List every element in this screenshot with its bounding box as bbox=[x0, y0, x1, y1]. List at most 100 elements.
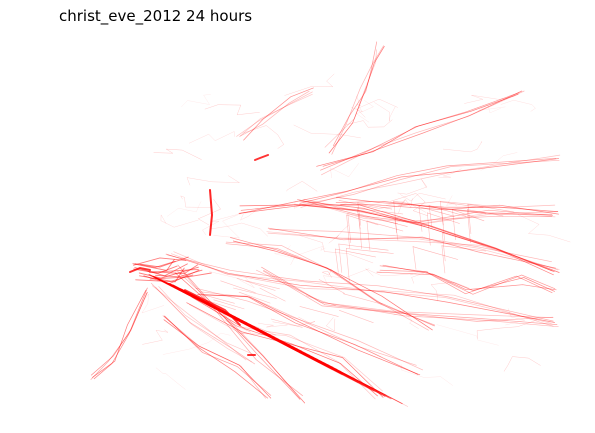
trip-trace bbox=[324, 49, 377, 148]
trip-trace bbox=[200, 291, 417, 366]
trip-trace bbox=[346, 214, 350, 249]
trip-trace bbox=[294, 200, 348, 209]
trip-trace bbox=[254, 154, 269, 161]
trip-trace bbox=[442, 141, 483, 153]
trip-trace bbox=[441, 232, 484, 246]
trip-trace bbox=[321, 268, 332, 278]
trip-trace bbox=[163, 319, 272, 399]
trip-trace bbox=[303, 354, 342, 372]
trip-trace bbox=[262, 270, 554, 322]
trip-trace bbox=[441, 232, 446, 262]
trip-trace bbox=[233, 287, 277, 299]
trip-trace bbox=[328, 224, 349, 244]
trip-trace bbox=[133, 257, 187, 266]
trip-trace bbox=[464, 94, 515, 104]
trip-trace bbox=[167, 254, 554, 322]
trip-trace bbox=[328, 46, 385, 154]
trip-trace bbox=[170, 253, 552, 324]
page-title: christ_eve_2012 24 hours bbox=[59, 7, 253, 25]
trip-trace bbox=[320, 92, 520, 171]
trip-trace bbox=[505, 308, 525, 326]
trip-trace bbox=[299, 306, 339, 317]
trip-trace bbox=[286, 181, 318, 192]
trip-trace bbox=[275, 340, 314, 358]
trip-trace bbox=[261, 266, 558, 325]
trip-trace bbox=[202, 214, 238, 235]
trip-trace bbox=[201, 301, 240, 320]
trip-trace bbox=[316, 93, 519, 167]
trip-trace bbox=[239, 93, 313, 138]
trip-trace bbox=[202, 294, 419, 375]
trip-trace bbox=[335, 248, 376, 258]
trip-trace bbox=[322, 268, 370, 286]
trip-trace bbox=[299, 157, 557, 204]
trip-trace bbox=[197, 294, 421, 376]
trip-trace bbox=[134, 260, 176, 268]
trip-trace bbox=[346, 248, 350, 282]
trip-trace bbox=[279, 342, 318, 360]
trip-trace bbox=[347, 213, 398, 224]
trip-trace bbox=[236, 91, 313, 137]
trip-trace bbox=[184, 289, 241, 326]
trip-trace bbox=[476, 319, 538, 339]
trip-trace bbox=[244, 323, 283, 342]
trip-trace bbox=[141, 293, 165, 314]
trip-trace bbox=[186, 302, 384, 398]
trip-trace bbox=[379, 265, 553, 295]
trip-trace bbox=[295, 159, 560, 207]
trip-trace bbox=[338, 200, 556, 209]
trip-trace bbox=[209, 189, 214, 236]
trip-trace bbox=[93, 287, 148, 380]
trip-trace bbox=[400, 364, 453, 386]
trip-trace bbox=[441, 208, 487, 215]
trip-trace bbox=[238, 291, 271, 304]
trip-trace bbox=[150, 282, 256, 365]
trip-trace bbox=[173, 251, 554, 327]
trip-trace bbox=[356, 99, 398, 118]
trip-trace bbox=[225, 241, 429, 331]
trip-trace bbox=[213, 213, 241, 239]
trip-trace bbox=[151, 285, 247, 361]
trip-trace bbox=[321, 90, 525, 176]
trip-trace bbox=[358, 213, 408, 227]
trip-trace bbox=[478, 104, 506, 114]
trip-trace bbox=[236, 319, 275, 338]
trip-trace bbox=[243, 87, 314, 141]
trip-trace bbox=[440, 201, 484, 208]
trip-trace bbox=[139, 267, 185, 283]
trip-trace bbox=[390, 193, 428, 216]
trip-trace bbox=[149, 272, 212, 280]
trip-trace bbox=[236, 277, 276, 291]
trip-trace bbox=[351, 95, 363, 113]
trip-trace bbox=[398, 198, 413, 214]
trip-trace bbox=[428, 205, 433, 228]
trip-trace bbox=[204, 104, 260, 116]
trip-trace bbox=[138, 266, 199, 279]
trip-trace bbox=[188, 131, 235, 144]
trip-trace bbox=[338, 243, 389, 251]
trip-trace bbox=[303, 198, 559, 225]
trip-trace bbox=[467, 209, 471, 243]
trip-trace bbox=[220, 280, 256, 293]
trip-trace bbox=[440, 201, 444, 226]
trip-trace bbox=[293, 124, 361, 139]
trip-trace bbox=[225, 320, 251, 333]
trip-trace bbox=[162, 281, 201, 299]
trip-trace bbox=[418, 206, 455, 217]
trip-trace bbox=[269, 229, 552, 263]
trip-trace bbox=[314, 358, 408, 407]
trip-trace bbox=[290, 245, 326, 266]
trip-trace bbox=[154, 277, 193, 295]
trip-trace bbox=[90, 291, 148, 376]
trip-trace bbox=[436, 324, 499, 346]
trip-trace bbox=[331, 45, 384, 155]
trip-trace bbox=[240, 90, 310, 137]
trip-trace bbox=[303, 353, 389, 398]
trip-trace bbox=[272, 316, 316, 327]
trip-trace bbox=[299, 352, 338, 370]
trip-trace bbox=[245, 280, 280, 290]
trip-trace bbox=[267, 227, 556, 269]
trip-trace bbox=[346, 214, 379, 226]
trip-trace bbox=[296, 198, 553, 223]
